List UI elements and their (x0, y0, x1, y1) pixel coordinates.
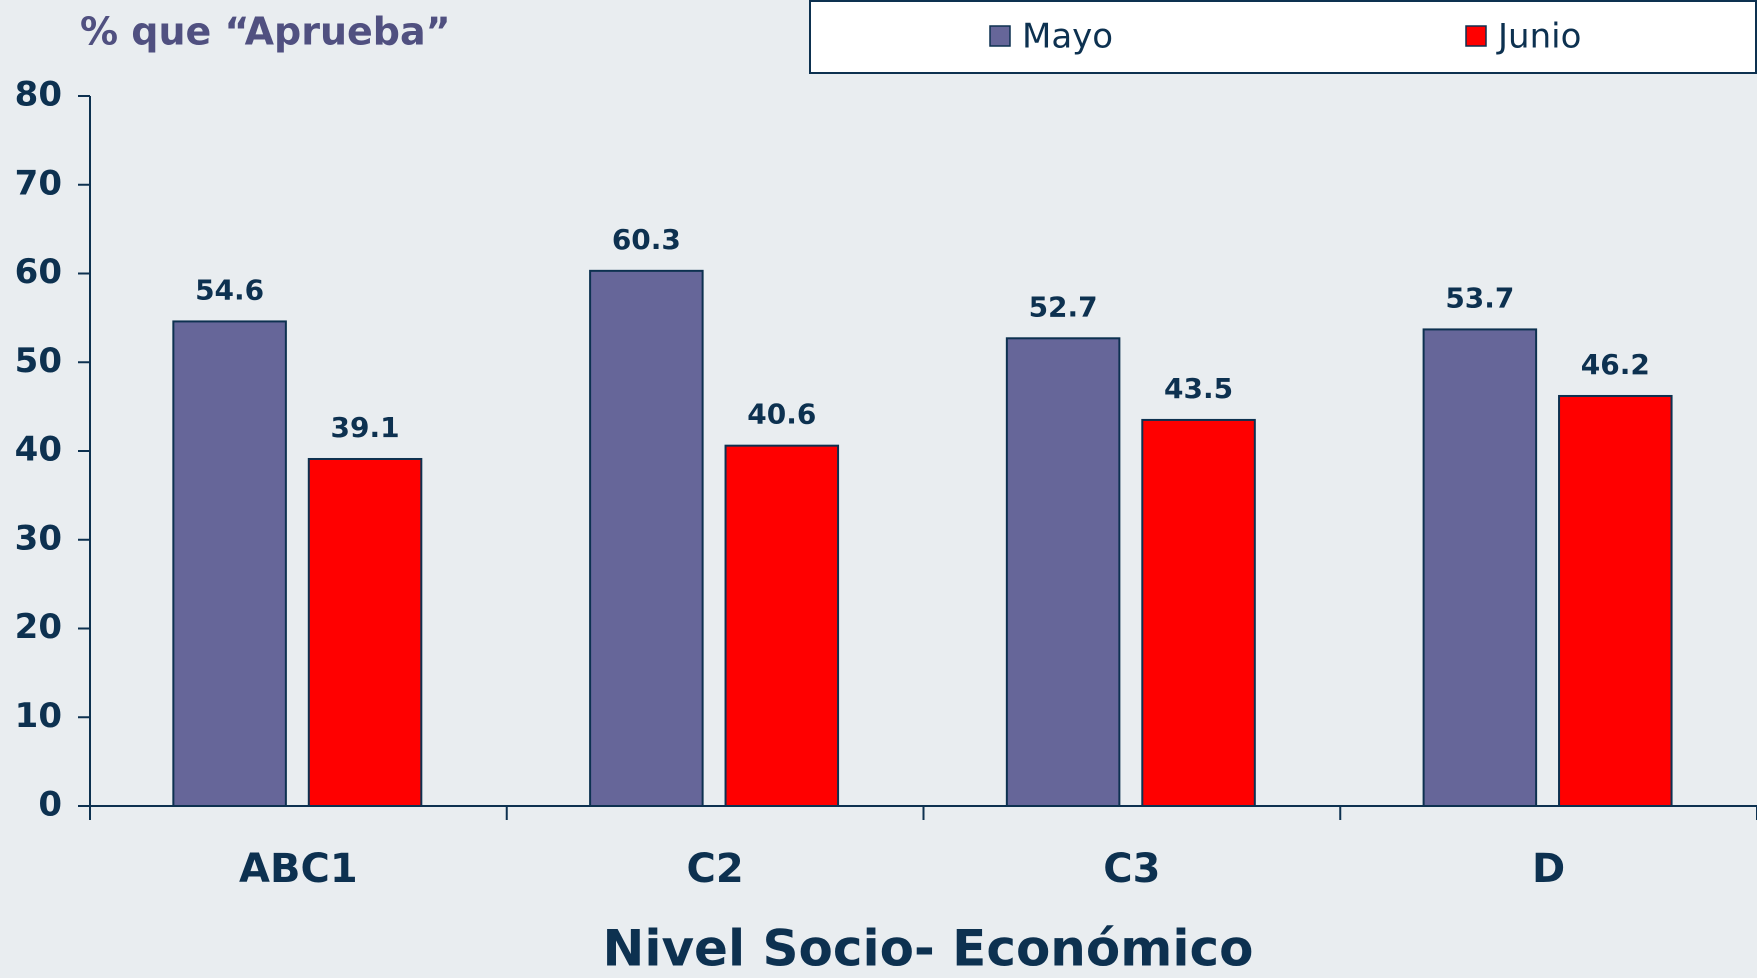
bar (172, 320, 287, 807)
y-tick-label: 0 (38, 785, 62, 825)
x-tick-label: C2 (687, 846, 744, 892)
legend-swatch (989, 25, 1011, 47)
legend-label: Junio (1496, 17, 1581, 57)
value-label: 46.2 (1581, 348, 1650, 381)
y-tick-label: 70 (15, 163, 62, 203)
y-tick-label: 30 (15, 518, 62, 558)
bar (307, 457, 423, 807)
legend-label: Mayo (1022, 17, 1113, 57)
value-label: 40.6 (747, 398, 816, 431)
y-tick-label: 40 (15, 430, 62, 470)
x-axis-title: Nivel Socio- Económico (602, 920, 1253, 978)
y-tick-label: 60 (15, 252, 62, 292)
bar (589, 269, 704, 807)
y-tick-label: 80 (15, 75, 62, 115)
legend-swatch (1465, 25, 1487, 47)
value-label: 52.7 (1029, 290, 1098, 323)
x-tick-label: D (1532, 846, 1565, 892)
y-tick-label: 50 (15, 341, 62, 381)
value-label: 43.5 (1164, 372, 1233, 405)
value-label: 53.7 (1445, 281, 1514, 314)
bar (1422, 328, 1538, 807)
legend-box (809, 0, 1757, 74)
bar (1005, 337, 1121, 807)
y-tick-label: 10 (15, 696, 62, 736)
value-label: 60.3 (612, 223, 681, 256)
bar (1141, 418, 1256, 807)
chart-title: % que “Aprueba” (80, 10, 451, 54)
bar (724, 444, 840, 807)
x-tick-label: ABC1 (239, 846, 358, 892)
value-label: 54.6 (195, 273, 264, 306)
x-tick-label: C3 (1103, 846, 1160, 892)
value-label: 39.1 (331, 411, 400, 444)
y-tick-label: 20 (15, 607, 62, 647)
bar (1558, 394, 1673, 807)
